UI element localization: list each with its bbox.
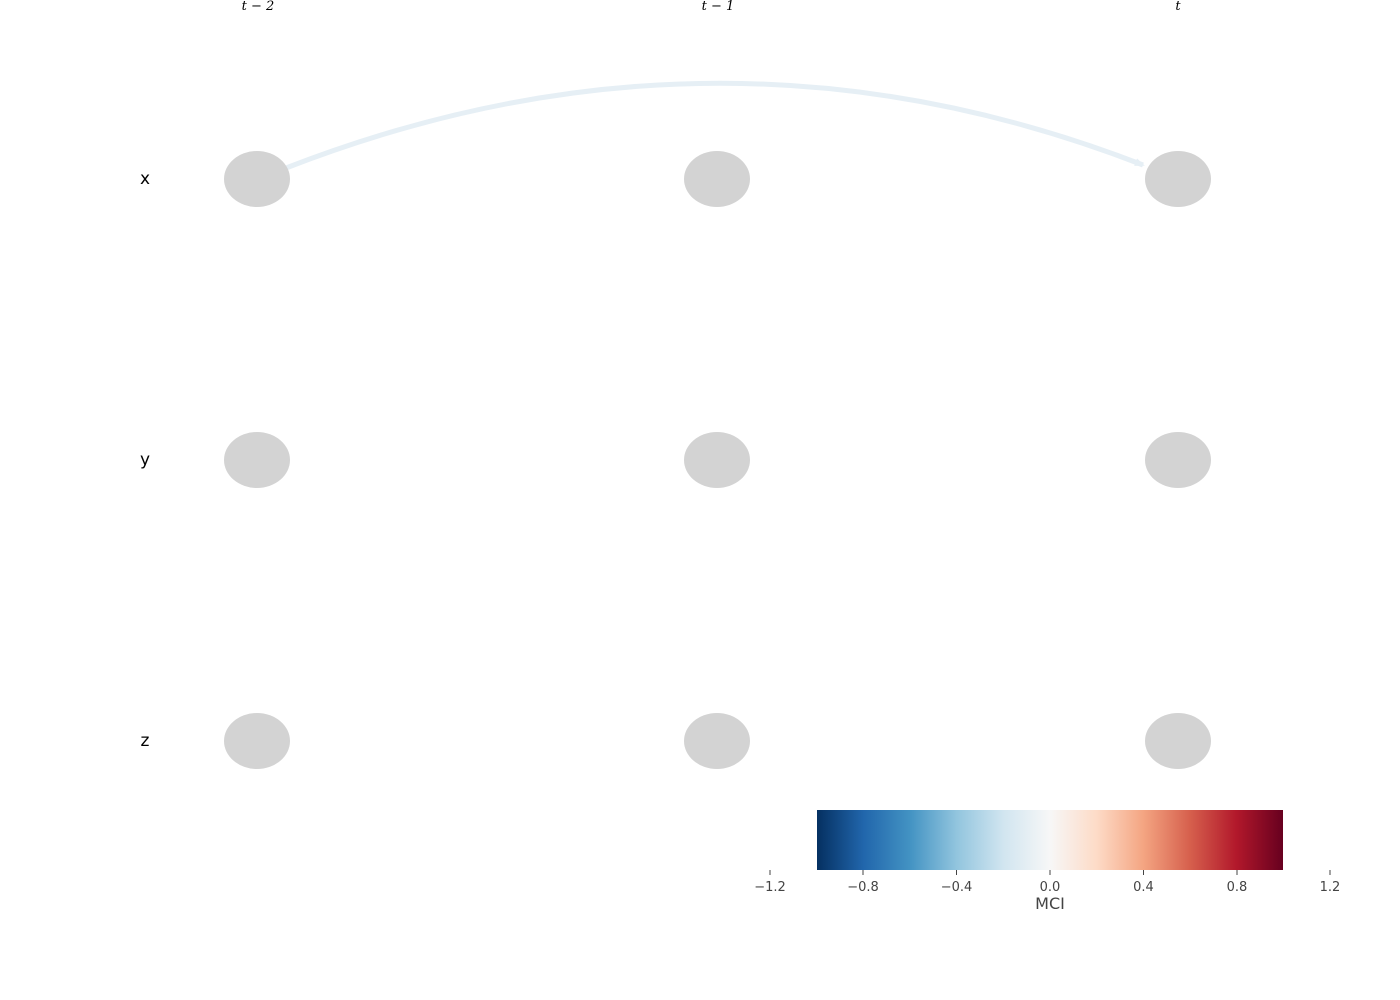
time-label-t-1: t − 1 (702, 0, 735, 14)
node-y-t-1 (684, 432, 750, 488)
node-z-t-1 (684, 713, 750, 769)
node-x-t-1 (684, 151, 750, 207)
colorbar-tick-label: 1.2 (1320, 880, 1341, 895)
colorbar-label: MCI (1035, 894, 1065, 913)
colorbar-tick-label: 0.0 (1040, 880, 1061, 895)
nodes (224, 151, 1211, 769)
variable-labels: x y z (140, 169, 150, 751)
node-y-t-2 (224, 432, 290, 488)
colorbar-ticks: −1.2 −0.8 −0.4 0.0 0.4 0.8 1.2 (754, 870, 1340, 895)
time-label-t: t (1175, 0, 1181, 14)
colorbar-tick-label: −0.4 (941, 880, 973, 895)
variable-label-x: x (140, 169, 150, 189)
colorbar: −1.2 −0.8 −0.4 0.0 0.4 0.8 1.2 MCI (754, 810, 1340, 913)
node-x-t (1145, 151, 1211, 207)
time-labels: t − 2 t − 1 t (242, 0, 1182, 14)
time-label-t-2: t − 2 (242, 0, 275, 14)
link-x-t2-to-x-t (285, 80, 1145, 171)
variable-label-y: y (140, 450, 150, 470)
colorbar-tick-label: 0.8 (1227, 880, 1248, 895)
colorbar-gradient (817, 810, 1283, 870)
node-x-t-2 (224, 151, 290, 207)
node-z-t-2 (224, 713, 290, 769)
node-z-t (1145, 713, 1211, 769)
node-y-t (1145, 432, 1211, 488)
links (285, 80, 1145, 171)
colorbar-tick-label: −0.8 (847, 880, 879, 895)
colorbar-tick-label: −1.2 (754, 880, 786, 895)
colorbar-tick-label: 0.4 (1133, 880, 1154, 895)
variable-label-z: z (141, 731, 150, 751)
